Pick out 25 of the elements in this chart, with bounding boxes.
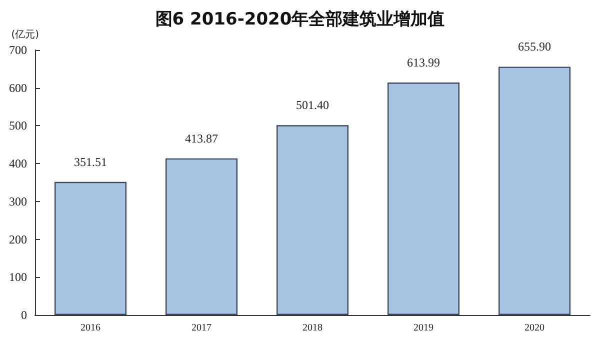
y-tick-label: 100 [9, 270, 27, 284]
data-label: 501.40 [296, 98, 329, 112]
data-label: 655.90 [518, 40, 551, 54]
bar [166, 158, 238, 315]
bar [388, 82, 460, 315]
y-tick-label: 400 [9, 156, 27, 171]
y-tick-label: 700 [9, 43, 27, 57]
y-tick-label: 500 [9, 118, 27, 133]
data-label: 351.51 [74, 154, 107, 169]
x-tick-label: 2020 [524, 322, 544, 334]
x-tick-label: 2017 [192, 322, 212, 334]
x-tick-label: 2016 [80, 322, 100, 334]
y-tick-label: 200 [9, 232, 27, 246]
bar [54, 182, 126, 315]
data-label: 413.87 [185, 131, 218, 146]
x-tick-label: 2019 [414, 322, 434, 334]
bar [498, 66, 570, 315]
y-tick-label: 300 [9, 194, 27, 208]
y-tick-label: 0 [21, 308, 27, 322]
y-tick-label: 600 [9, 80, 27, 95]
x-tick-label: 2018 [302, 322, 322, 334]
bar [276, 125, 348, 315]
y-axis-title: (亿元) [11, 30, 40, 40]
data-label: 613.99 [407, 56, 440, 70]
chart-title: 图6 2016-2020年全部建筑业增加值 [155, 10, 445, 30]
